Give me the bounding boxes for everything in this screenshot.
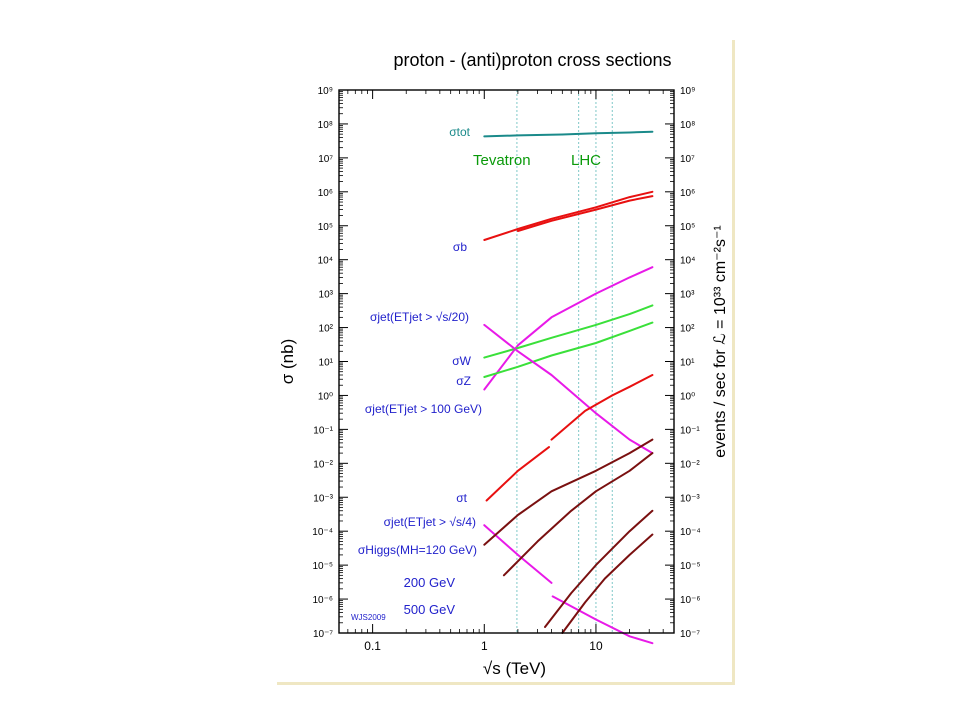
y-tick-label-left: 10¹ [319, 358, 334, 369]
y-tick-label-right: 10⁷ [680, 154, 695, 165]
y-tick-label-left: 10² [319, 324, 334, 335]
series-line-11 [483, 438, 654, 546]
annotation-7: σjet(ETjet > √s/4) [384, 515, 476, 529]
annotation-5: σjet(ETjet > 100 GeV) [365, 402, 482, 416]
series-line-1 [483, 190, 654, 241]
y-tick-label-right: 10⁴ [680, 256, 695, 267]
annotation-2: σjet(ETjet > √s/20) [370, 310, 469, 324]
x-tick-label: 0.1 [364, 639, 381, 653]
series-line-4 [483, 304, 654, 359]
annotation-6: σt [456, 491, 467, 505]
y-tick-label-left: 10⁶ [318, 188, 333, 199]
y-tick-label-right: 10⁻⁷ [680, 629, 700, 640]
x-tick-label: 10 [589, 639, 603, 653]
series-line-2 [516, 195, 654, 232]
chart-title: proton - (anti)proton cross sections [393, 50, 671, 70]
series-line-9 [483, 524, 553, 584]
series-line-7 [485, 446, 550, 502]
y-tick-label-left: 10⁹ [318, 86, 333, 97]
y-tick-label-left: 10⁻² [313, 459, 333, 470]
x-axis-label: √s (TeV) [483, 659, 546, 678]
series-line-12 [502, 452, 654, 577]
y-tick-label-left: 10⁻⁷ [313, 629, 333, 640]
y-tick-label-left: 10⁻³ [313, 493, 333, 504]
y-tick-label-left: 10⁸ [318, 120, 333, 131]
y-tick-label-left: 10⁴ [318, 256, 333, 267]
y-tick-label-right: 10³ [680, 290, 695, 301]
chart-panel: 10⁹ 10⁹ 10⁸ 10⁸ 10⁷ 10⁷ 10⁶ 10⁶ 10⁵ 10⁵ 10⁴ 10⁴ 10³ 1… [277, 40, 735, 685]
y-tick-label-left: 10⁰ [318, 391, 333, 402]
y-tick-label-right: 10⁶ [680, 188, 695, 199]
y-tick-label-left: 10⁵ [318, 222, 333, 233]
y-tick-label-right: 10⁵ [680, 222, 695, 233]
annotation-8: σHiggs(MH=120 GeV) [358, 543, 477, 557]
series-line-3 [483, 266, 654, 391]
y-tick-label-left: 10⁻⁵ [312, 561, 333, 572]
annotation-4: σZ [456, 374, 471, 388]
y-tick-label-right: 10⁰ [680, 391, 695, 402]
y-tick-label-right: 10⁻⁶ [680, 595, 701, 606]
y-tick-label-left: 10⁻⁶ [312, 595, 333, 606]
series-line-13 [544, 509, 654, 628]
series-line-8 [550, 374, 654, 441]
y-axis-label-left: σ (nb) [278, 339, 297, 384]
annotation-9: 200 GeV [404, 575, 456, 590]
annotation-1: σb [453, 240, 467, 254]
series-line-10 [551, 595, 654, 645]
region-label-lhc: LHC [571, 152, 601, 169]
y-tick-label-right: 10⁹ [680, 86, 695, 97]
series-line-6 [483, 323, 654, 455]
annotation-11: WJS2009 [351, 613, 386, 622]
annotation-3: σW [452, 354, 471, 368]
region-label-tevatron: Tevatron [473, 152, 531, 169]
y-tick-label-right: 10¹ [680, 358, 695, 369]
y-tick-label-right: 10⁻² [680, 459, 700, 470]
y-tick-label-left: 10⁻⁴ [312, 527, 333, 538]
y-tick-label-right: 10⁻³ [680, 493, 700, 504]
y-tick-label-right: 10² [680, 324, 695, 335]
y-tick-label-left: 10⁻¹ [313, 425, 333, 436]
x-tick-label: 1 [481, 639, 488, 653]
y-tick-label-left: 10⁷ [318, 154, 333, 165]
y-tick-label-right: 10⁻¹ [680, 425, 700, 436]
y-tick-label-right: 10⁻⁴ [680, 527, 701, 538]
cross-section-chart: 10⁹ 10⁹ 10⁸ 10⁸ 10⁷ 10⁷ 10⁶ 10⁶ 10⁵ 10⁵ 10⁴ 10⁴ 10³ 1… [278, 50, 729, 678]
y-tick-label-left: 10³ [319, 290, 334, 301]
y-tick-label-right: 10⁸ [680, 120, 695, 131]
y-tick-label-right: 10⁻⁵ [680, 561, 701, 572]
annotation-10: 500 GeV [404, 602, 456, 617]
series-line-5 [483, 321, 654, 378]
series-line-14 [561, 533, 654, 634]
y-axis-label-right: events / sec for ℒ = 10³³ cm⁻²s⁻¹ [712, 225, 729, 457]
series-line-0 [483, 130, 654, 138]
annotation-0: σtot [449, 125, 470, 139]
